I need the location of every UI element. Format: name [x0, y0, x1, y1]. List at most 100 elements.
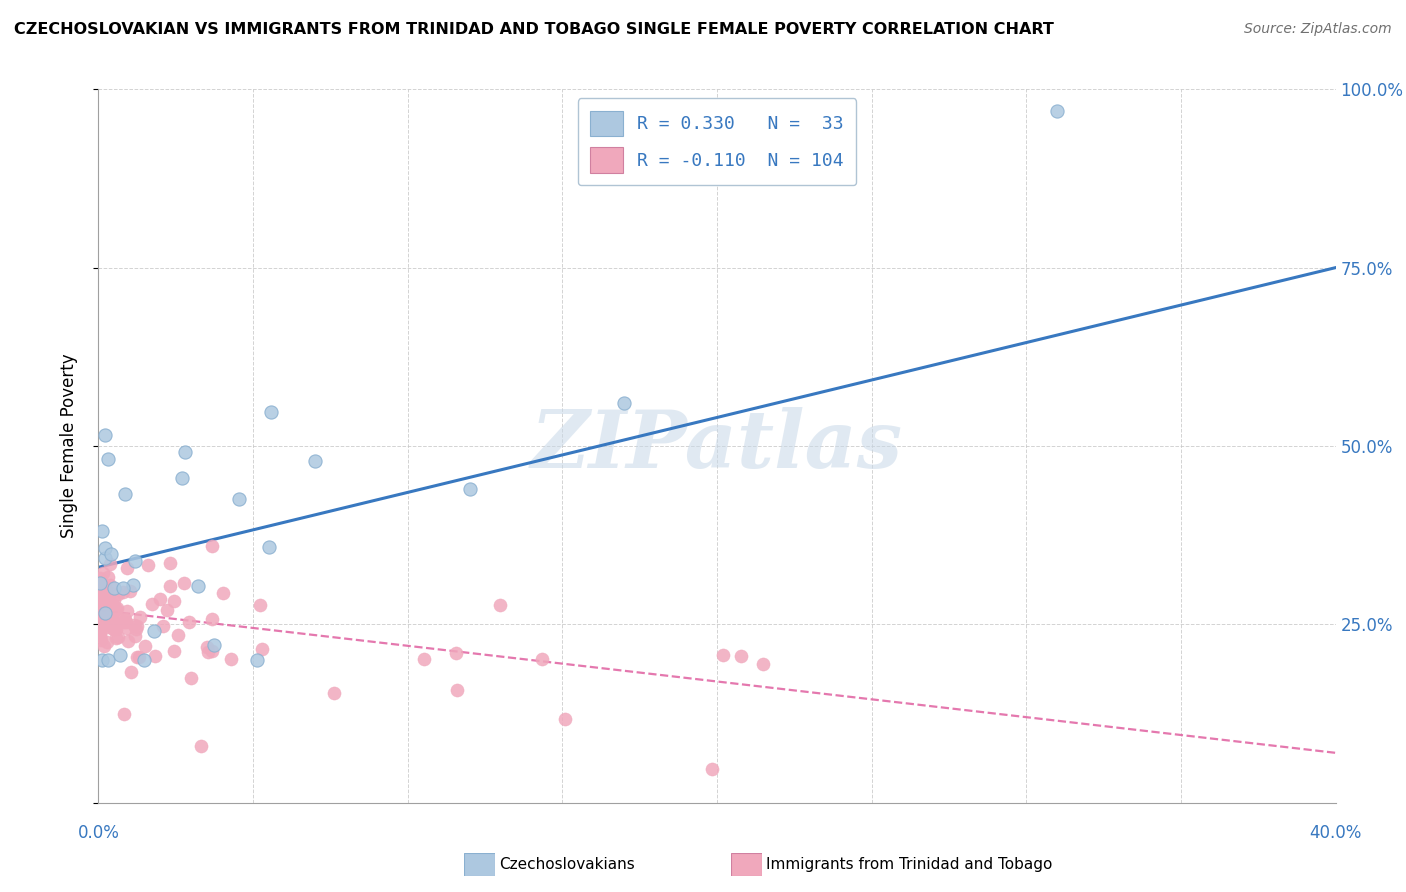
Point [125, 619, 148, 633]
Point [120, 665, 142, 679]
Text: Czechoslovakians: Czechoslovakians [499, 857, 636, 871]
Point [101, 622, 124, 636]
Point [136, 558, 159, 573]
Point [103, 615, 125, 629]
Point [172, 471, 194, 485]
Point [89, 629, 111, 643]
Point [93, 541, 115, 556]
Point [91, 566, 114, 581]
Point [98, 598, 121, 612]
Point [96, 587, 118, 601]
Point [195, 640, 218, 654]
Point [111, 585, 134, 599]
Point [96, 635, 118, 649]
Point [103, 593, 125, 607]
Point [93, 621, 115, 635]
Point [1046, 103, 1069, 118]
Point [89, 603, 111, 617]
Point [97, 570, 120, 584]
Point [413, 652, 436, 666]
Text: 0.0%: 0.0% [77, 824, 120, 842]
Point [446, 683, 468, 698]
Point [107, 587, 129, 601]
Point [90, 524, 112, 538]
Point [96, 590, 118, 604]
Point [98, 578, 121, 592]
Point [121, 578, 143, 592]
Point [730, 648, 752, 663]
Point [228, 491, 250, 506]
Point [129, 610, 152, 624]
Point [152, 618, 174, 632]
Point [134, 639, 156, 653]
Point [96, 609, 118, 624]
Point [101, 607, 124, 621]
Point [322, 686, 344, 700]
Point [105, 609, 128, 624]
Point [124, 554, 146, 568]
Point [89, 607, 111, 622]
Point [89, 615, 111, 629]
Point [100, 548, 122, 562]
Point [260, 405, 283, 419]
Point [89, 571, 111, 585]
Point [90, 620, 112, 634]
Point [530, 652, 553, 666]
Point [458, 482, 481, 496]
Point [202, 638, 225, 652]
Point [128, 649, 150, 664]
Point [91, 615, 114, 629]
Point [751, 657, 773, 671]
Point [104, 631, 127, 645]
Point [90, 653, 112, 667]
Point [174, 445, 197, 459]
Point [105, 600, 128, 615]
Point [163, 594, 186, 608]
Point [94, 428, 117, 442]
Y-axis label: Single Female Poverty: Single Female Poverty [59, 354, 77, 538]
Point [446, 646, 468, 660]
Point [489, 599, 512, 613]
Point [115, 561, 138, 575]
Point [201, 612, 224, 626]
Point [212, 586, 235, 600]
Point [89, 630, 111, 644]
Point [90, 632, 112, 647]
Point [246, 653, 269, 667]
Point [98, 558, 121, 572]
Point [89, 586, 111, 600]
Point [112, 581, 135, 595]
Point [257, 541, 280, 555]
Point [105, 622, 128, 636]
Point [179, 615, 201, 629]
Point [114, 612, 136, 626]
Point [112, 706, 135, 721]
Point [91, 590, 114, 604]
Text: Source: ZipAtlas.com: Source: ZipAtlas.com [1244, 22, 1392, 37]
Point [90, 595, 112, 609]
Point [114, 615, 136, 630]
Point [115, 621, 138, 635]
Point [149, 591, 172, 606]
Point [711, 648, 734, 662]
Point [93, 611, 115, 625]
Point [125, 622, 148, 636]
Point [114, 486, 136, 500]
Point [101, 612, 124, 626]
Point [103, 622, 125, 636]
Point [100, 598, 122, 612]
Point [132, 653, 155, 667]
Point [143, 649, 166, 664]
Point [201, 539, 224, 553]
Point [166, 627, 188, 641]
Point [100, 609, 122, 624]
Point [91, 599, 114, 613]
Point [94, 582, 117, 597]
Point [98, 610, 121, 624]
Point [89, 575, 111, 590]
Point [96, 614, 118, 628]
Point [117, 633, 139, 648]
Point [94, 607, 117, 621]
Point [613, 396, 636, 410]
Text: ZIPatlas: ZIPatlas [531, 408, 903, 484]
